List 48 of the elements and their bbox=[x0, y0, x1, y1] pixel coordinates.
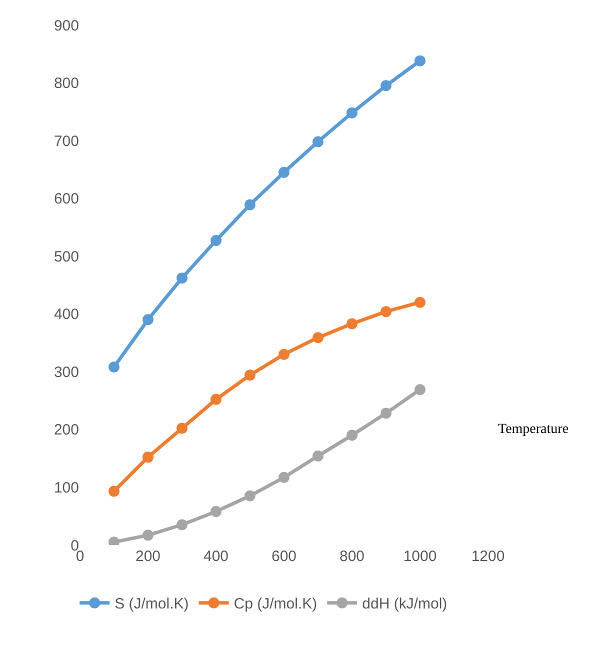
point bbox=[142, 314, 154, 326]
legend-label: Cp (J/mol.K) bbox=[234, 596, 318, 613]
point bbox=[244, 370, 256, 381]
y-tick-label: 800 bbox=[54, 75, 79, 92]
legend-label: S (J/mol.K) bbox=[114, 596, 189, 613]
point bbox=[312, 332, 324, 344]
point bbox=[414, 55, 426, 66]
point bbox=[244, 490, 256, 502]
y-tick-label: 200 bbox=[54, 422, 79, 439]
point bbox=[346, 430, 358, 441]
point bbox=[312, 136, 324, 148]
x-tick-label: 800 bbox=[339, 548, 365, 565]
point bbox=[278, 348, 290, 360]
point bbox=[414, 384, 426, 396]
point bbox=[210, 235, 222, 246]
point bbox=[176, 422, 188, 434]
x-tick-label: 1200 bbox=[471, 548, 505, 565]
point bbox=[380, 80, 392, 92]
y-tick-label: 400 bbox=[54, 306, 79, 324]
point bbox=[312, 450, 324, 462]
y-tick-label: 700 bbox=[54, 132, 79, 150]
x-tick-label: 1000 bbox=[403, 548, 437, 565]
point bbox=[380, 408, 392, 419]
point bbox=[346, 318, 358, 330]
point bbox=[210, 394, 222, 405]
x-tick-label: 200 bbox=[135, 548, 161, 565]
point bbox=[380, 306, 392, 318]
point bbox=[278, 472, 290, 483]
x-axis-title: Temperature bbox=[498, 422, 569, 437]
point bbox=[278, 166, 290, 178]
y-tick-label: 300 bbox=[54, 364, 79, 381]
legend-label: ddH (kJ/mol) bbox=[362, 596, 448, 613]
point bbox=[346, 107, 358, 118]
x-tick-label: 600 bbox=[271, 548, 297, 565]
point bbox=[176, 272, 188, 284]
point bbox=[176, 519, 188, 530]
x-tick-label: 400 bbox=[203, 548, 229, 565]
point bbox=[142, 530, 154, 541]
point bbox=[244, 199, 256, 210]
point bbox=[142, 452, 154, 463]
y-tick-label: 500 bbox=[54, 248, 79, 266]
y-tick-label: 100 bbox=[54, 479, 79, 496]
point bbox=[108, 362, 120, 373]
point bbox=[108, 486, 120, 497]
point bbox=[210, 506, 222, 517]
y-tick-label: 600 bbox=[54, 190, 79, 208]
y-tick-label: 900 bbox=[54, 17, 79, 34]
point bbox=[414, 296, 426, 308]
